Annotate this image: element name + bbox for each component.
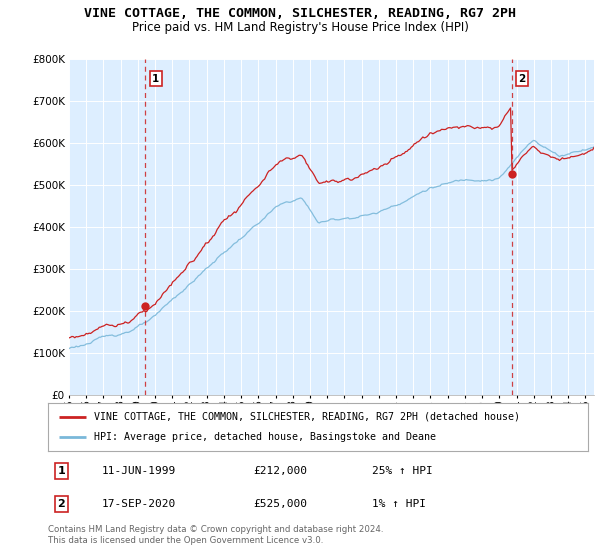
Text: 2: 2 <box>58 500 65 509</box>
Text: 17-SEP-2020: 17-SEP-2020 <box>102 500 176 509</box>
Text: £212,000: £212,000 <box>253 466 307 476</box>
Text: 1: 1 <box>152 73 160 83</box>
Text: VINE COTTAGE, THE COMMON, SILCHESTER, READING, RG7 2PH: VINE COTTAGE, THE COMMON, SILCHESTER, RE… <box>84 7 516 20</box>
Text: Contains HM Land Registry data © Crown copyright and database right 2024.
This d: Contains HM Land Registry data © Crown c… <box>48 525 383 545</box>
Text: 1% ↑ HPI: 1% ↑ HPI <box>372 500 426 509</box>
Text: HPI: Average price, detached house, Basingstoke and Deane: HPI: Average price, detached house, Basi… <box>94 432 436 442</box>
Text: 25% ↑ HPI: 25% ↑ HPI <box>372 466 433 476</box>
Text: 11-JUN-1999: 11-JUN-1999 <box>102 466 176 476</box>
Text: 2: 2 <box>518 73 526 83</box>
Text: VINE COTTAGE, THE COMMON, SILCHESTER, READING, RG7 2PH (detached house): VINE COTTAGE, THE COMMON, SILCHESTER, RE… <box>94 412 520 422</box>
Text: £525,000: £525,000 <box>253 500 307 509</box>
Text: 1: 1 <box>58 466 65 476</box>
Text: Price paid vs. HM Land Registry's House Price Index (HPI): Price paid vs. HM Land Registry's House … <box>131 21 469 34</box>
